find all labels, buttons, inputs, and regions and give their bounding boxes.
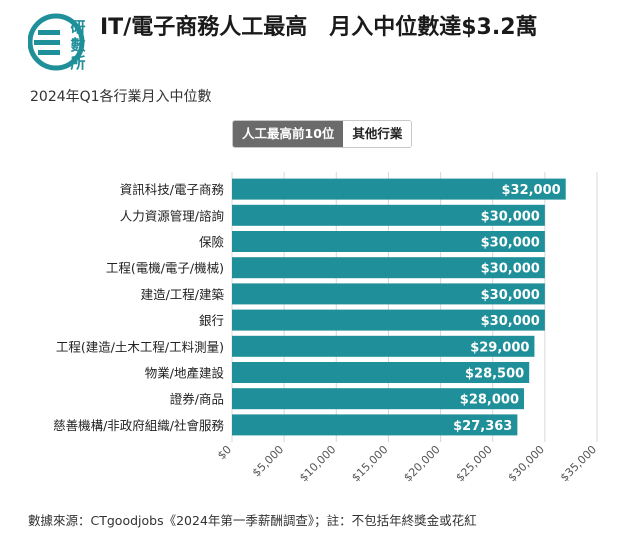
category-label: 銀行 [199,313,224,328]
tab-other-industries[interactable]: 其他行業 [343,121,412,147]
logo-bar-top [38,30,60,35]
bar-value-label: $32,000 [501,183,560,198]
bar [232,257,545,279]
x-tick-label: $5,000 [250,443,286,479]
x-tick-label: $10,000 [297,443,338,484]
logo-bar-bottom [38,50,60,55]
x-tick-label: $0 [215,443,234,462]
category-toggle: 人工最高前10位 其他行業 [232,120,413,148]
bar [232,178,566,200]
bar-value-label: $30,000 [481,209,540,224]
x-tick-label: $35,000 [558,443,599,484]
category-label: 工程(建造/土木工程/工料測量) [56,339,224,354]
chart-subtitle: 2024年Q1各行業月入中位數 [30,89,212,105]
logo-char-3: 所 [70,54,85,72]
chart-title: IT/電子商務人工最高 月入中位數達$3.2萬 [100,15,538,40]
x-tick-label: $20,000 [401,443,442,484]
bar [232,204,545,226]
x-tick-label: $25,000 [453,443,494,484]
bar [232,231,545,252]
bar-value-label: $30,000 [481,236,540,251]
category-label: 資訊科技/電子商務 [120,182,225,197]
category-label: 證券/商品 [170,392,224,407]
bar-value-label: $30,000 [481,288,540,303]
logo-ring [28,13,85,71]
logo-bar-mid [34,40,60,45]
bar-value-label: $29,000 [470,340,529,355]
category-label: 保險 [199,235,225,250]
bar-value-label: $30,000 [481,314,540,329]
category-label: 工程(電機/電子/機械) [106,261,224,276]
x-tick-label: $15,000 [349,443,390,484]
tab-top-10[interactable]: 人工最高前10位 [233,121,344,147]
category-label: 人力資源管理/諮詢 [120,208,224,223]
x-tick-label: $30,000 [506,443,547,484]
category-label: 建造/工程/建築 [141,287,225,302]
bar-value-label: $27,363 [453,419,512,434]
category-label: 物業/地產建設 [145,366,225,381]
bar [232,414,518,436]
bar [232,283,545,305]
bar [232,335,535,357]
logo-char-1: 研 [70,18,85,36]
bar-value-label: $28,000 [460,393,519,408]
bar-value-label: $28,500 [465,367,524,382]
bar [232,309,545,331]
bar [232,362,530,383]
category-label: 慈善機構/非政府組織/社會服務 [53,418,224,433]
bar-value-label: $30,000 [481,262,540,277]
logo: 研 數 所 [28,13,86,72]
bar [232,388,524,410]
source-note: 數據來源：CTgoodjobs《2024年第一季薪酬調查》；註：不包括年終獎金或… [28,513,477,528]
logo-char-2: 數 [70,36,85,54]
